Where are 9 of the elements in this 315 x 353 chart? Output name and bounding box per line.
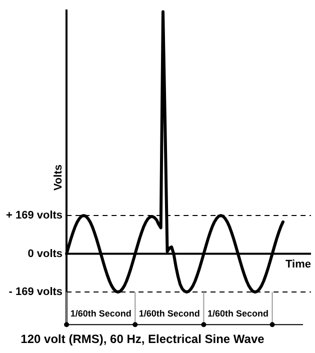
annotation: 1/60th Second (70, 308, 132, 319)
y-tick-label: 0 volts (28, 248, 63, 260)
y-tick-label: - 169 volts (8, 286, 63, 298)
annotation: 1/60th Second (138, 308, 200, 319)
y-tick-label: + 169 volts (6, 210, 63, 222)
x-axis-title: Time (286, 258, 311, 270)
annotation: 1/60th Second (207, 308, 269, 319)
text: 120 volt (RMS), 60 Hz, Electrical Sine Wave (20, 332, 265, 346)
y-axis-title: Volts (52, 164, 65, 191)
